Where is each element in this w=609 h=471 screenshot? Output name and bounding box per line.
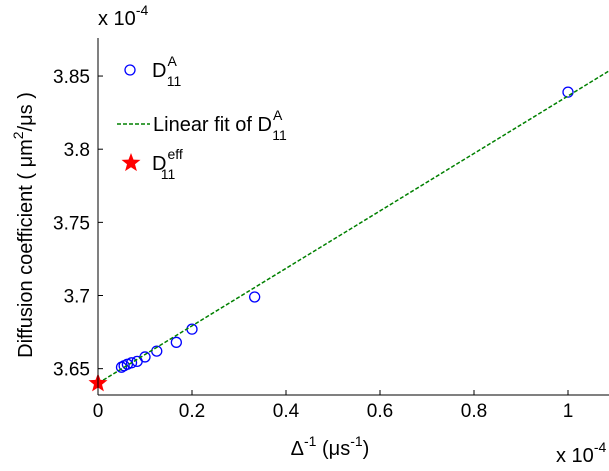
y-multiplier: x 10-4 [98, 2, 148, 30]
x-axis-label: Δ-1 (μs-1) [291, 433, 370, 460]
data-point-circle [125, 357, 138, 369]
legend-label-series-1: DA 11 [152, 53, 182, 89]
y-axis-label: Diffusion coefficient ( μm2/μs ) [10, 92, 37, 358]
legend-label-series-2: Linear fit of DA 11 [153, 107, 287, 143]
legend-marker-star [121, 153, 141, 172]
x-tick-label: 0.2 [179, 401, 205, 422]
y-axis-label-sup: 2 [10, 131, 26, 139]
y-tick-label: 3.75 [53, 213, 90, 234]
x-multiplier-exponent: -4 [594, 439, 607, 455]
data-point-circle [170, 336, 182, 348]
legend-label-series-2-base: Linear fit of D [153, 114, 272, 136]
x-multiplier: x 10-4 [556, 439, 606, 467]
x-tick-label: 1 [563, 401, 574, 422]
y-tick-label: 3.65 [53, 360, 90, 381]
y-tick-label: 3.7 [64, 287, 90, 308]
legend-label-series-2-sub: 11 [272, 127, 287, 143]
legend-label-series-3-base: D [152, 153, 166, 175]
y-multiplier-base: x 10 [98, 8, 136, 30]
legend: DA 11 Linear fit of DA 11 Deff 11 [117, 53, 287, 182]
x-axis-label-sup: -1 [304, 433, 317, 449]
x-tick-label: 0 [93, 401, 104, 422]
data-point-circle [562, 86, 574, 98]
y-axis-label-tail: /μs ) [15, 92, 37, 131]
y-multiplier-exponent: -4 [136, 2, 149, 18]
y-tick-label: 3.8 [64, 140, 90, 161]
y-tick-label: 3.85 [53, 67, 90, 88]
legend-label-series-2-sup: A [273, 107, 283, 123]
legend-marker-circle [124, 64, 136, 76]
legend-label-series-1-sup: A [167, 53, 177, 69]
x-multiplier-base: x 10 [556, 445, 594, 467]
x-tick-label: 0.8 [461, 401, 487, 422]
x-axis-label-unit-close: ) [363, 438, 370, 460]
legend-label-series-3: Deff 11 [152, 146, 183, 182]
x-axis-label-base: Δ [291, 438, 304, 460]
x-axis-label-unit: (μs [316, 438, 350, 460]
data-point-circle [249, 291, 261, 303]
legend-label-series-3-sup: eff [167, 146, 182, 162]
x-axis-label-unit-sup: -1 [350, 433, 363, 449]
tick-group: 0 0.2 0.4 0.6 0.8 1 3.65 3.7 3.75 3.8 3.85 [53, 67, 573, 422]
legend-label-series-1-sub: 11 [167, 73, 182, 89]
x-tick-label: 0.6 [367, 401, 393, 422]
legend-label-series-1-base: D [152, 60, 166, 82]
x-tick-label: 0.4 [273, 401, 300, 422]
legend-label-series-3-sub: 11 [161, 166, 176, 182]
y-axis-label-text: Diffusion coefficient ( μm [15, 139, 37, 358]
fit-line [97, 70, 609, 384]
